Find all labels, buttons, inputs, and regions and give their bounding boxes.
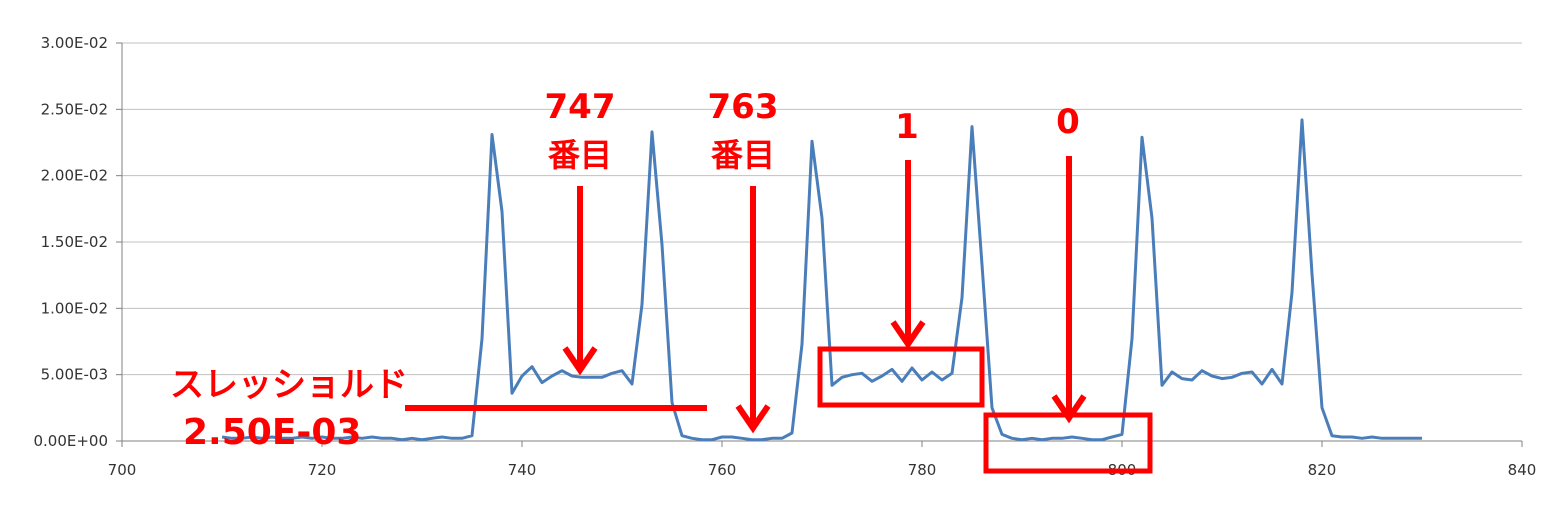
x-tick-label: 740 xyxy=(508,461,537,479)
x-tick-label: 820 xyxy=(1308,461,1337,479)
x-tick-label: 720 xyxy=(308,461,337,479)
x-tick-labels: 700 720 740 760 780 800 820 840 xyxy=(108,461,1537,479)
x-tick-label: 780 xyxy=(908,461,937,479)
series-line xyxy=(221,118,1422,442)
annotation-747-number: 747 xyxy=(545,87,616,127)
arrow-zero-head xyxy=(1051,394,1087,424)
y-tick-label: 0.00E+00 xyxy=(33,432,108,450)
threshold-label: スレッショルド xyxy=(170,365,408,405)
y-tick-label: 1.00E-02 xyxy=(41,299,108,317)
y-tick-label: 3.00E-02 xyxy=(41,34,108,52)
x-tick-label: 840 xyxy=(1508,461,1537,479)
annotation-bit-zero: 0 xyxy=(1056,102,1080,142)
arrow-763-head xyxy=(735,404,771,434)
arrow-one-head xyxy=(890,320,926,350)
x-tick-label: 700 xyxy=(108,461,137,479)
y-tick-label: 2.50E-02 xyxy=(41,100,108,118)
axes xyxy=(116,42,1523,447)
annotation-763-number: 763 xyxy=(708,87,779,127)
threshold-value: 2.50E-03 xyxy=(183,412,361,453)
y-tick-label: 5.00E-03 xyxy=(41,366,108,384)
highlight-box-one xyxy=(817,346,985,408)
annotation-747-unit: 番目 xyxy=(548,136,612,174)
y-tick-label: 2.00E-02 xyxy=(41,167,108,185)
y-tick-labels: 0.00E+00 5.00E-03 1.00E-02 1.50E-02 2.00E-02… xyxy=(33,34,108,450)
x-tick-label: 760 xyxy=(708,461,737,479)
arrow-747-head xyxy=(562,346,598,376)
annotation-bit-one: 1 xyxy=(895,107,919,147)
annotations: 747 番目 763 番目 1 0 スレッショルド 2.50E-03 xyxy=(170,87,1153,474)
highlight-box-zero xyxy=(983,412,1153,474)
y-tick-label: 1.50E-02 xyxy=(41,233,108,251)
annotation-763-unit: 番目 xyxy=(711,136,775,174)
